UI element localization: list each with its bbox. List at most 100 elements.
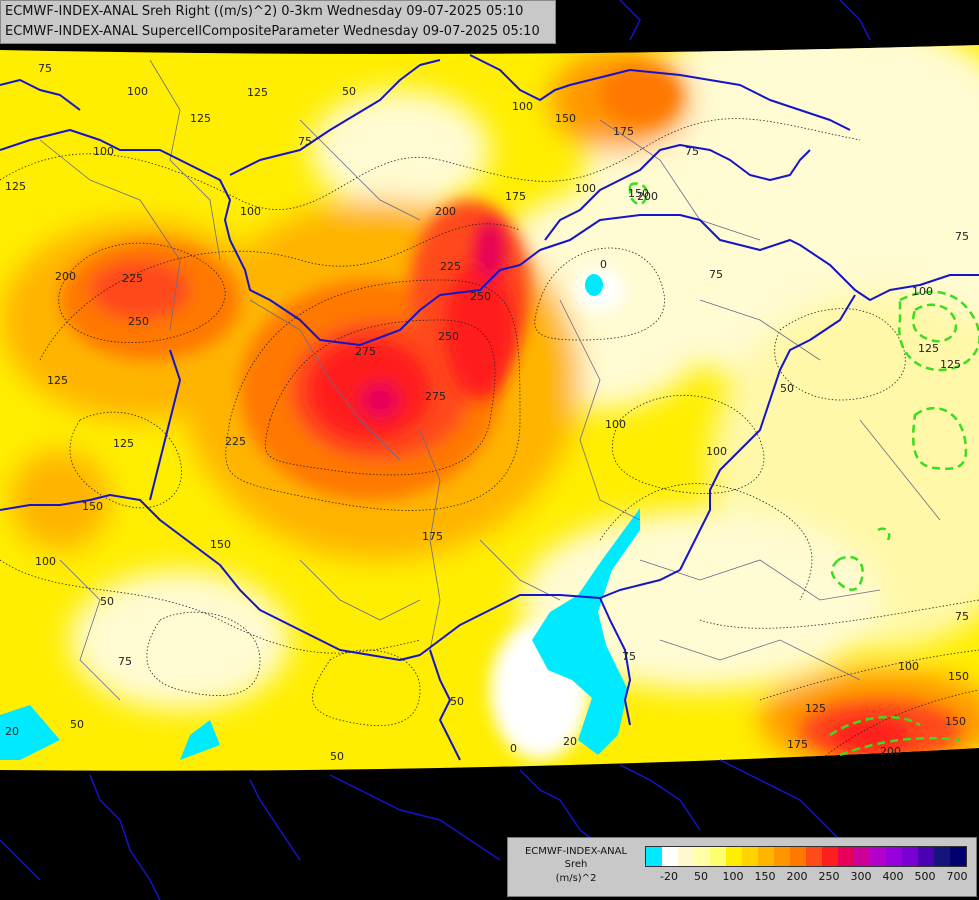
admin-boundaries (39, 59, 941, 701)
map-label: 175 (787, 738, 808, 751)
legend-swatch (662, 847, 678, 866)
legend-swatch (854, 847, 870, 866)
color-legend: ECMWF-INDEX-ANAL Sreh (m/s)^2 -20 50 100 15… (507, 837, 977, 897)
map-label: 125 (940, 358, 961, 371)
map-label: 50 (100, 595, 114, 608)
map-label: 150 (948, 670, 969, 683)
legend-tick-label: 250 (818, 870, 840, 883)
legend-swatch (934, 847, 950, 866)
map-label: 250 (128, 315, 149, 328)
title-line-sreh: ECMWF-INDEX-ANAL Sreh Right ((m/s)^2) 0-… (5, 4, 524, 19)
map-label: 20 (5, 725, 19, 738)
map-label: 250 (470, 290, 491, 303)
map-label: 0 (600, 258, 607, 271)
map-label: 150 (628, 187, 649, 200)
map-label: 125 (805, 702, 826, 715)
map-label: 125 (113, 437, 134, 450)
map-label: 50 (70, 718, 84, 731)
map-label: 125 (5, 180, 26, 193)
legend-swatch (742, 847, 758, 866)
legend-swatch (710, 847, 726, 866)
map-label: 100 (512, 100, 533, 113)
legend-model: ECMWF-INDEX-ANAL (524, 846, 628, 857)
map-label: 100 (35, 555, 56, 568)
map-label: 125 (190, 112, 211, 125)
map-label: 75 (298, 135, 312, 148)
legend-swatch (758, 847, 774, 866)
map-label: 75 (38, 62, 52, 75)
map-label: 20 (563, 735, 577, 748)
legend-swatch (950, 847, 966, 866)
map-label: 200 (435, 205, 456, 218)
map-label: 75 (685, 145, 699, 158)
legend-swatch (694, 847, 710, 866)
map-label: 200 (55, 270, 76, 283)
map-label: 100 (898, 660, 919, 673)
legend-tick-label: 200 (786, 870, 808, 883)
map-label: 125 (47, 374, 68, 387)
map-label: 175 (422, 530, 443, 543)
map-label-group: 75 100 125 50 75 100 125 150 175 100 75 … (5, 62, 969, 763)
legend-tick-label: 500 (914, 870, 936, 883)
legend-tick-label: 50 (694, 870, 708, 883)
legend-swatch (774, 847, 790, 866)
map-label: 100 (912, 285, 933, 298)
title-box: ECMWF-INDEX-ANAL Sreh Right ((m/s)^2) 0-… (0, 0, 556, 44)
legend-ticks: -20 50 100 150 200 250 300 400 500 700 (645, 870, 967, 884)
legend-unit: (m/s)^2 (555, 873, 597, 884)
legend-tick-label: 700 (946, 870, 968, 883)
sreh-contours (0, 118, 979, 761)
map-label: 100 (127, 85, 148, 98)
map-label: 275 (425, 390, 446, 403)
map-label: 75 (118, 655, 132, 668)
map-label: 125 (918, 342, 939, 355)
country-borders (0, 54, 979, 761)
legend-tick-label: -20 (660, 870, 678, 883)
map-label: 50 (450, 695, 464, 708)
legend-field: Sreh (564, 859, 588, 870)
map-label: 175 (505, 190, 526, 203)
map-label: 175 (613, 125, 634, 138)
legend-swatch (902, 847, 918, 866)
map-label: 0 (510, 742, 517, 755)
map-label: 225 (122, 272, 143, 285)
map-label: 75 (955, 610, 969, 623)
map-label: 50 (330, 750, 344, 763)
legend-swatch (918, 847, 934, 866)
map-label: 200 (880, 745, 901, 758)
legend-swatch (678, 847, 694, 866)
legend-swatch (822, 847, 838, 866)
legend-swatch (838, 847, 854, 866)
map-label: 150 (945, 715, 966, 728)
map-label: 150 (82, 500, 103, 513)
legend-tick-label: 300 (850, 870, 872, 883)
sreh-field (0, 45, 979, 771)
map-label: 100 (575, 182, 596, 195)
map-label: 100 (240, 205, 261, 218)
map-label: 225 (440, 260, 461, 273)
legend-tick-label: 150 (754, 870, 776, 883)
legend-tick-label: 100 (722, 870, 744, 883)
map-label: 50 (780, 382, 794, 395)
map-label: 150 (555, 112, 576, 125)
legend-swatch (870, 847, 886, 866)
map-label: 75 (622, 650, 636, 663)
legend-swatches (645, 846, 967, 867)
map-label: 250 (438, 330, 459, 343)
legend-swatch (886, 847, 902, 866)
map-label: 200 (637, 190, 658, 203)
map-label: 100 (706, 445, 727, 458)
map-label: 100 (605, 418, 626, 431)
map-label: 150 (210, 538, 231, 551)
title-line-scp: ECMWF-INDEX-ANAL SupercellCompositeParam… (5, 24, 540, 39)
cyan-low-zone (532, 508, 640, 755)
map-label: 75 (709, 268, 723, 281)
map-label: 75 (955, 230, 969, 243)
map-label: 275 (355, 345, 376, 358)
legend-swatch (790, 847, 806, 866)
map-label: 125 (247, 86, 268, 99)
legend-tick-label: 400 (882, 870, 904, 883)
legend-swatch (806, 847, 822, 866)
scp-contours (628, 182, 979, 757)
legend-swatch (646, 847, 662, 866)
